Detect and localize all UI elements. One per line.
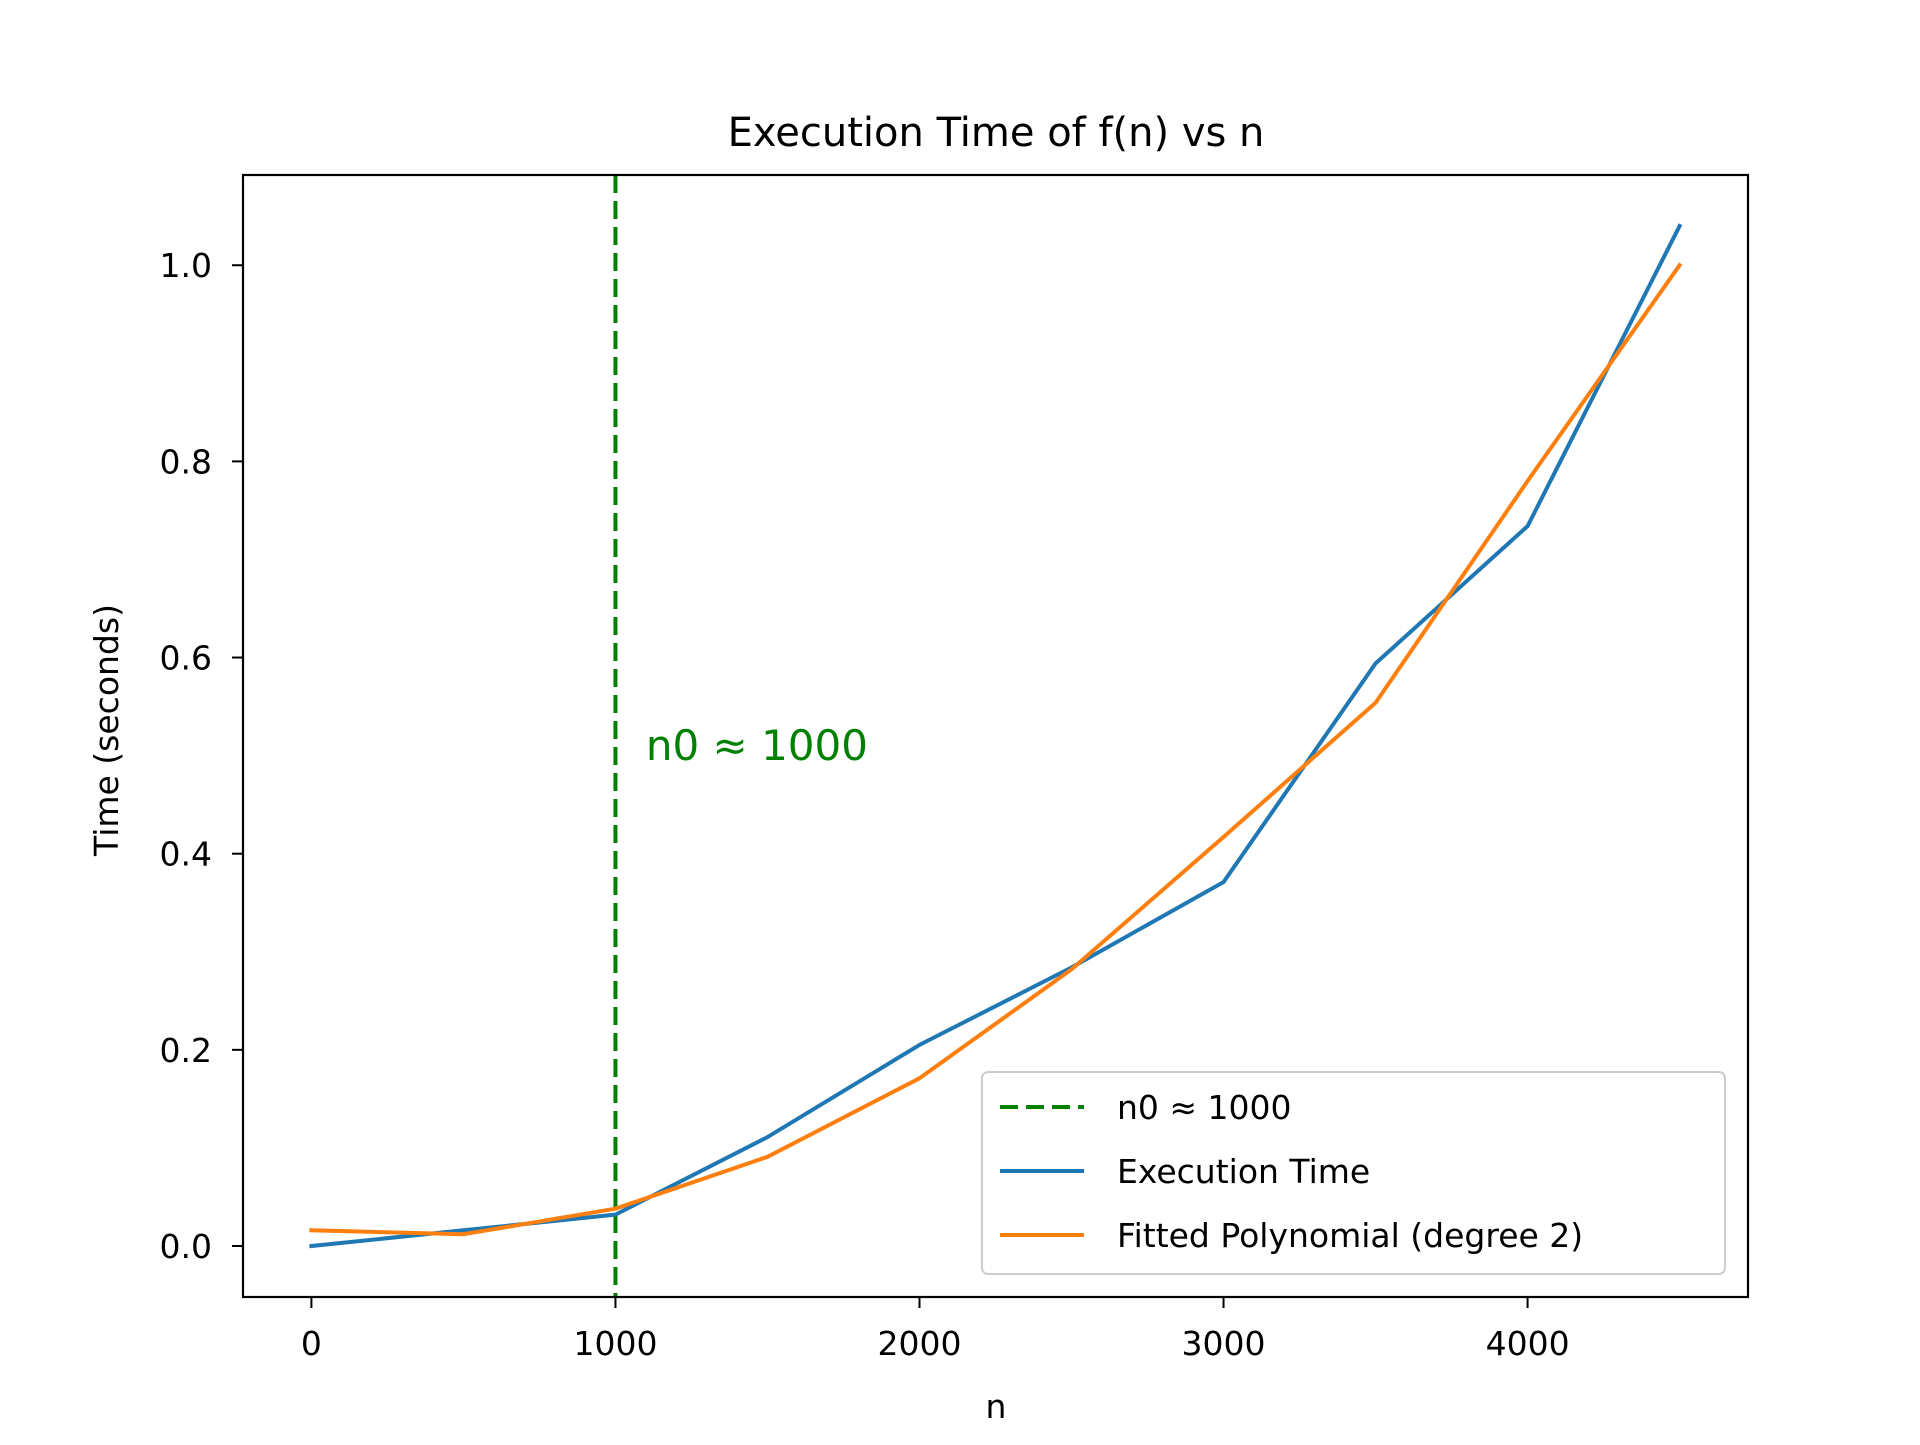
y-tick-label: 0.8 [160,442,212,481]
x-tick-label: 3000 [1182,1324,1266,1363]
plot-lines [309,175,1683,1297]
x-tick-label: 2000 [877,1324,961,1363]
y-tick-label: 0.2 [160,1031,212,1070]
legend: n0 ≈ 1000 Execution Time Fitted Polynomial… [981,1071,1726,1275]
y-axis-ticks: 0.0 0.2 0.4 0.6 0.8 1.0 [160,246,243,1266]
y-tick-label: 0.4 [160,835,212,874]
threshold-annotation: n0 ≈ 1000 [646,721,868,770]
legend-label: Fitted Polynomial (degree 2) [1117,1216,1583,1255]
x-axis-label: n [986,1387,1007,1426]
x-tick-label: 0 [301,1324,322,1363]
chart-annotations: n0 ≈ 1000 [646,721,868,770]
x-tick-label: 1000 [573,1324,657,1363]
legend-label: Execution Time [1117,1152,1370,1191]
y-tick-label: 1.0 [160,246,212,285]
chart-title: Execution Time of f(n) vs n [728,110,1265,156]
y-axis-label: Time (seconds) [87,604,126,857]
y-tick-label: 0.6 [160,639,212,678]
fitted-polynomial-series-line [309,262,1683,1237]
x-axis-ticks: 0 1000 2000 3000 4000 [301,1297,1570,1363]
legend-box [981,1071,1726,1275]
x-tick-label: 4000 [1486,1324,1570,1363]
legend-label: n0 ≈ 1000 [1117,1088,1292,1127]
y-tick-label: 0.0 [160,1227,212,1266]
plot-area-frame [241,173,1750,1299]
